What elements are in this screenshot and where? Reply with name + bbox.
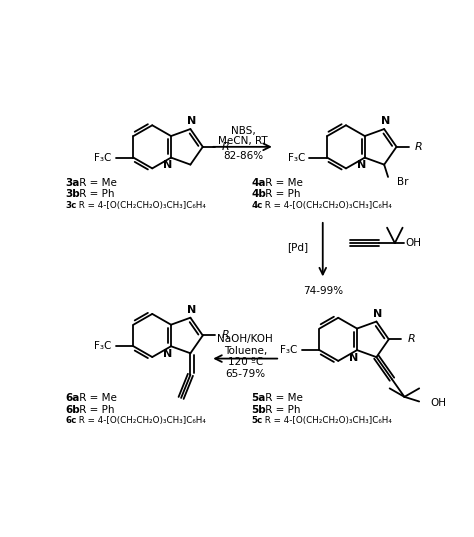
Text: R = 4-[O(CH₂CH₂O)₃CH₃]C₆H₄: R = 4-[O(CH₂CH₂O)₃CH₃]C₆H₄ [75, 416, 205, 425]
Text: 65-79%: 65-79% [225, 369, 265, 379]
Text: OH: OH [430, 398, 446, 408]
Text: MeCN, RT: MeCN, RT [218, 136, 268, 146]
Text: R = 4-[O(CH₂CH₂O)₃CH₃]C₆H₄: R = 4-[O(CH₂CH₂O)₃CH₃]C₆H₄ [75, 201, 205, 210]
Text: R = Ph: R = Ph [262, 189, 300, 199]
Text: 3b: 3b [65, 189, 80, 199]
Text: R: R [407, 335, 415, 344]
Text: N: N [349, 353, 358, 363]
Text: F₃C: F₃C [94, 341, 112, 351]
Text: F₃C: F₃C [288, 153, 306, 163]
Text: R: R [415, 142, 423, 152]
Text: N: N [187, 305, 197, 315]
Text: 3a: 3a [65, 178, 80, 187]
Text: R = Me: R = Me [75, 393, 117, 403]
Text: N: N [164, 161, 173, 170]
Text: 4c: 4c [251, 201, 263, 210]
Text: R: R [221, 330, 229, 340]
Text: N: N [164, 349, 173, 359]
Text: 3c: 3c [65, 201, 77, 210]
Text: N: N [357, 161, 366, 170]
Text: 82-86%: 82-86% [223, 151, 263, 161]
Text: OH: OH [406, 238, 422, 248]
Text: 6c: 6c [65, 416, 77, 425]
Text: R = 4-[O(CH₂CH₂O)₃CH₃]C₆H₄: R = 4-[O(CH₂CH₂O)₃CH₃]C₆H₄ [262, 416, 392, 425]
Text: N: N [187, 117, 197, 126]
Text: 5b: 5b [251, 405, 266, 415]
Text: Br: Br [397, 177, 409, 186]
Text: R = Ph: R = Ph [75, 405, 114, 415]
Text: Toluene,: Toluene, [224, 346, 267, 356]
Text: R: R [221, 142, 229, 152]
Text: F₃C: F₃C [94, 153, 112, 163]
Text: 4a: 4a [251, 178, 266, 187]
Text: R = Me: R = Me [262, 393, 302, 403]
Text: 4b: 4b [251, 189, 266, 199]
Text: 5a: 5a [251, 393, 266, 403]
Text: NBS,: NBS, [230, 126, 255, 136]
Text: R = Ph: R = Ph [75, 189, 114, 199]
Text: NaOH/KOH: NaOH/KOH [218, 335, 273, 344]
Text: R = Ph: R = Ph [262, 405, 300, 415]
Text: 6b: 6b [65, 405, 80, 415]
Text: 5c: 5c [251, 416, 263, 425]
Text: 74-99%: 74-99% [303, 286, 343, 296]
Text: N: N [381, 117, 391, 126]
Text: F₃C: F₃C [281, 345, 298, 355]
Text: [Pd]: [Pd] [287, 242, 309, 252]
Text: N: N [374, 309, 383, 319]
Text: R = Me: R = Me [75, 178, 117, 187]
Text: R = Me: R = Me [262, 178, 302, 187]
Text: 6a: 6a [65, 393, 80, 403]
Text: R = 4-[O(CH₂CH₂O)₃CH₃]C₆H₄: R = 4-[O(CH₂CH₂O)₃CH₃]C₆H₄ [262, 201, 392, 210]
Text: 120 ºC: 120 ºC [228, 358, 263, 367]
